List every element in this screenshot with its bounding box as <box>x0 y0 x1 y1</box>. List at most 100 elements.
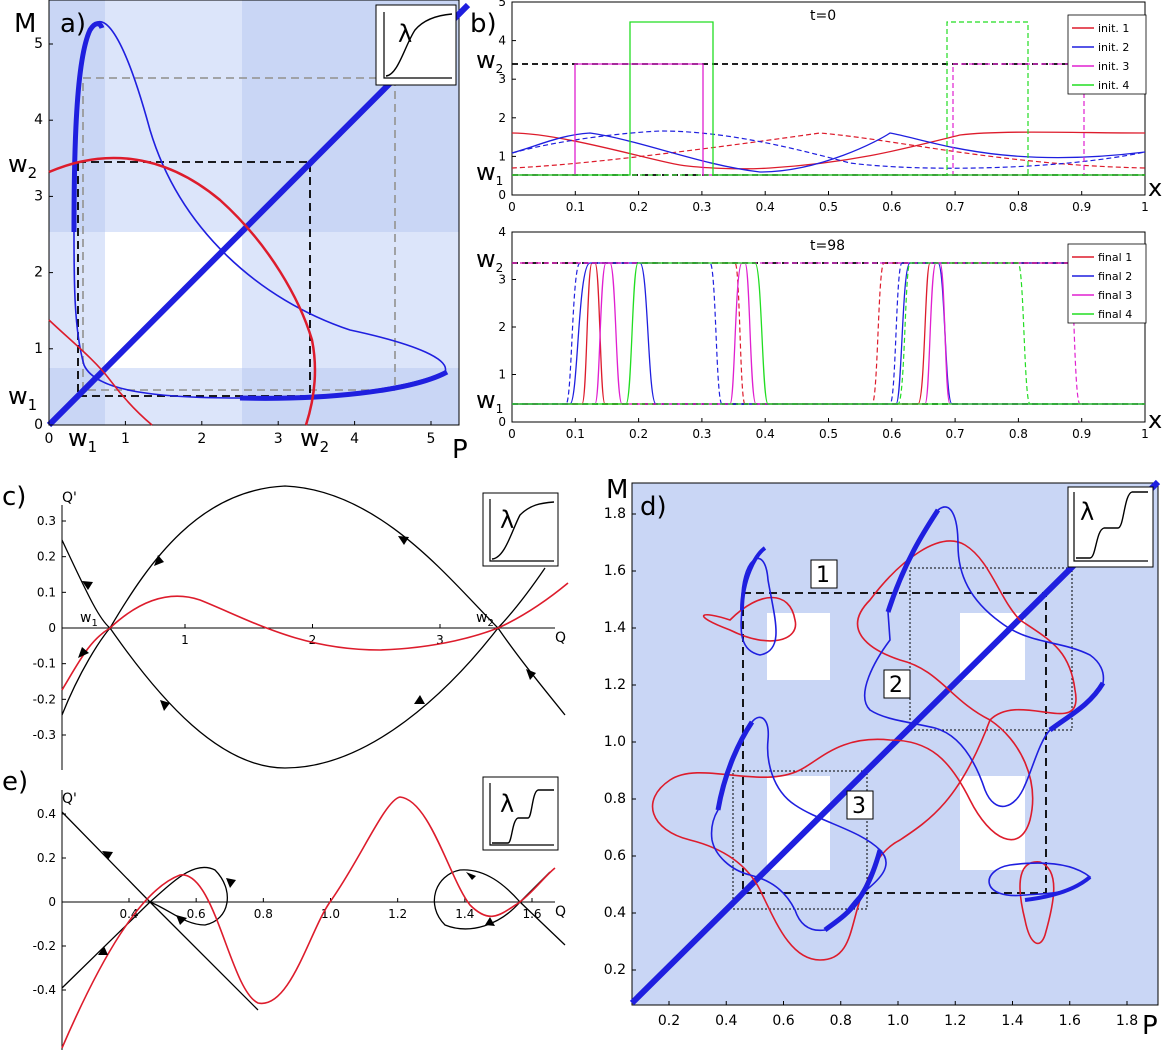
b-bottom-x-tick-label: 0.7 <box>946 427 965 441</box>
d-y-tick-label: 0.8 <box>604 791 626 807</box>
b-bottom-y-tick-label: 2 <box>498 320 506 334</box>
a-x-tick-label: 2 <box>197 431 206 447</box>
panel-e: e) 0.4 0.6 0.8 1.0 1.2 1.4 1.60.40.20-0.2-0.4 … <box>2 767 566 1050</box>
e-lambda-inset: λ <box>482 776 559 851</box>
a-blue-thick-1 <box>71 21 105 233</box>
d-y-tick-label: 0.6 <box>604 848 626 864</box>
b-bottom-title: t=98 <box>810 238 845 254</box>
b-top-y-tick-label: 5 <box>498 0 506 9</box>
b-bottom-x-tick-label: 1 <box>1141 427 1149 441</box>
b-legend-final2: final 2 <box>1098 270 1132 283</box>
b-panel-label: b) <box>470 9 497 39</box>
c-upper-arc <box>61 485 546 629</box>
a-panel-label: a) <box>60 9 86 39</box>
b-legend-init2: init. 2 <box>1098 41 1129 54</box>
d-inset-label: λ <box>1080 498 1094 526</box>
b-top-w2: w2 <box>476 46 503 76</box>
d-ticks: 0.2 0.4 0.6 0.8 1.0 1.2 1.4 1.6 1.8 0.2 0.4 0.6 0.8 1… <box>604 506 1138 1029</box>
b-top-y-tick-label: 4 <box>498 34 506 48</box>
e-x-tick-label: 0.6 <box>187 907 206 921</box>
a-inset-label: λ <box>398 20 412 48</box>
b-top-y-tick-label: 2 <box>498 111 506 125</box>
d-lambda-inset: λ <box>1067 486 1154 568</box>
c-y-tick-label: 0.2 <box>37 550 56 564</box>
d-blue-thick-6 <box>1024 875 1092 902</box>
b-bot-final4 <box>512 262 1145 405</box>
b-top-legend: init. 1 init. 2 init. 3 init. 4 <box>1067 14 1147 95</box>
a-lambda-inset: λ <box>375 4 457 86</box>
a-y-tick-label: 2 <box>34 265 43 281</box>
b-legend-init1: init. 1 <box>1098 22 1129 35</box>
panel-c: c) 1 2 30.30.20.10-0.1-0.2-0.3 Q' Q w1 w2 … <box>2 482 569 770</box>
e-black-line-3 <box>433 869 566 946</box>
a-x-tick-label: 0 <box>45 431 54 447</box>
c-y-tick-label: 0.3 <box>37 514 56 528</box>
d-x-tick-label: 0.6 <box>772 1013 794 1029</box>
c-x-tick-label: 3 <box>436 633 444 647</box>
b-bottom-w2: w2 <box>476 245 503 275</box>
d-loop-top-left-red <box>702 596 797 642</box>
b-top-x-tick-label: 0.3 <box>692 200 711 214</box>
b-top-y-tick-label: 1 <box>498 149 506 163</box>
b-bot-final1 <box>512 262 1145 405</box>
e-x-axis-label: Q <box>555 904 566 920</box>
svg-text:1: 1 <box>816 563 830 588</box>
d-x-tick-label: 1.8 <box>1116 1013 1138 1029</box>
a-blue-thick-2 <box>239 369 449 401</box>
c-x-axis-label: Q <box>555 630 566 646</box>
a-w1-y-label: w1 <box>8 382 37 414</box>
a-y-tick-label: 4 <box>34 112 43 128</box>
b-legend-init4: init. 4 <box>1098 79 1129 92</box>
c-x-tick-label: 2 <box>309 633 317 647</box>
b-top-x-tick-label: 0.9 <box>1072 200 1091 214</box>
c-w2-label: w2 <box>476 610 494 629</box>
c-lower-arc <box>61 626 566 769</box>
b-top-init4-dash <box>512 21 1145 176</box>
b-bottom-x-tick-label: 0.3 <box>692 427 711 441</box>
a-y-tick-label: 3 <box>34 188 43 204</box>
d-box-label-2: 2 <box>883 669 911 699</box>
b-legend-final4: final 4 <box>1098 308 1132 321</box>
e-y-tick-label: 0 <box>48 895 56 909</box>
b-top-x-tick-label: 0.5 <box>819 200 838 214</box>
d-x-tick-label: 1.0 <box>887 1013 909 1029</box>
d-blue-thick-4 <box>823 849 883 933</box>
b-top-x-label: x <box>1148 174 1162 202</box>
d-y-tick-label: 1.2 <box>604 677 626 693</box>
d-panel-label: d) <box>640 492 667 522</box>
b-top-x-tick-label: 0.8 <box>1009 200 1028 214</box>
panel-d: λ 1 2 3 0.2 0.4 0.6 0.8 1.0 1.2 1.4 1.6 1.80.20.… <box>604 475 1161 1041</box>
a-red-curve-1 <box>48 156 317 426</box>
d-x-axis-label: P <box>1142 1011 1158 1041</box>
b-bottom-legend: final 1 final 2 final 3 final 4 <box>1067 243 1147 324</box>
d-blue-thick-2 <box>1048 681 1106 733</box>
b-bottom-ticks: 0 1 2 3 4 0 0.1 0.2 0.3 0.4 0.5 0.6 0.7 0.8 0.9 1 <box>498 225 1148 441</box>
b-bottom-x-label: x <box>1148 406 1162 434</box>
c-y-tick-label: -0.1 <box>33 657 56 671</box>
d-box-label-3: 3 <box>846 790 874 820</box>
e-ticks: 0.4 0.6 0.8 1.0 1.2 1.4 1.60.40.20-0.2-0.4 <box>33 807 542 997</box>
e-y-tick-label: 0.4 <box>37 807 56 821</box>
b-top-init2 <box>511 132 1146 173</box>
e-y-tick-label: -0.2 <box>33 939 56 953</box>
b-top-init2-dash <box>511 130 1146 169</box>
c-y-tick-label: -0.2 <box>33 692 56 706</box>
a-y-axis-label: M <box>14 9 36 39</box>
e-x-tick-label: 0.8 <box>254 907 273 921</box>
d-y-tick-label: 0.2 <box>604 962 626 978</box>
a-x-ticks: 0 1 2 3 4 5 <box>45 421 435 447</box>
d-x-tick-label: 0.4 <box>715 1013 737 1029</box>
c-red-curve <box>61 582 569 691</box>
b-bottom-x-tick-label: 0.5 <box>819 427 838 441</box>
d-diagonal <box>629 479 1161 1006</box>
b-top-x-tick-label: 0.1 <box>566 200 585 214</box>
e-red-curve <box>61 796 556 1049</box>
a-y-ticks: 0 1 2 3 4 5 <box>34 36 53 433</box>
e-flow-arrows <box>98 851 495 955</box>
b-bottom-x-tick-label: 0.6 <box>882 427 901 441</box>
b-top-x-tick-label: 0.2 <box>629 200 648 214</box>
b-bot-final2 <box>512 262 1145 405</box>
b-bot-final4-dash <box>512 262 1145 405</box>
c-w1-label: w1 <box>80 610 98 629</box>
b-bottom-x-tick-label: 0.1 <box>566 427 585 441</box>
